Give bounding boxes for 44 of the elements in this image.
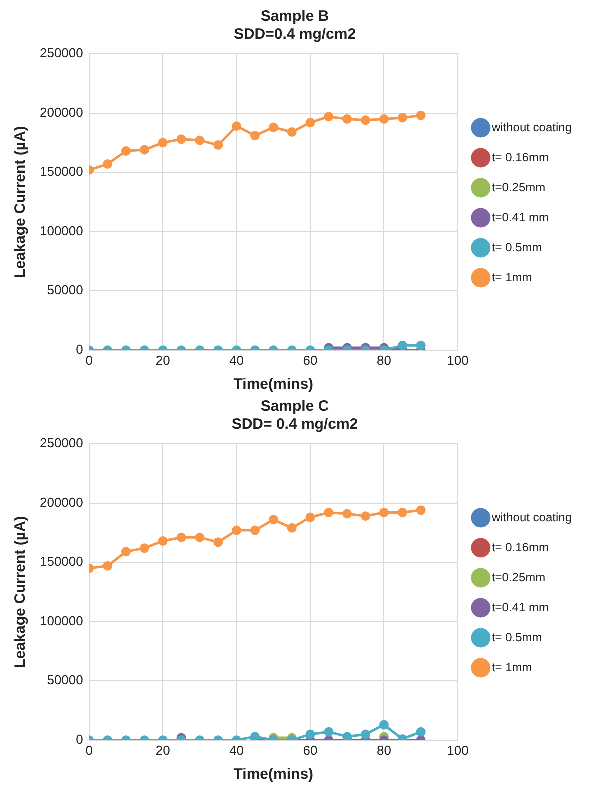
y-tick-label: 150000 bbox=[40, 164, 84, 180]
x-tick-label: 0 bbox=[86, 352, 93, 368]
x-tick-label: 0 bbox=[86, 742, 93, 758]
x-tick-label: 20 bbox=[156, 742, 170, 758]
x-tick-label: 40 bbox=[230, 352, 244, 368]
x-tick-label: 80 bbox=[377, 742, 392, 758]
y-tick-label: 150000 bbox=[40, 554, 84, 570]
legend-label: without coating bbox=[490, 120, 572, 134]
x-tick-label: 100 bbox=[447, 352, 469, 368]
chart-subtitle: SDD=0.4 mg/cm2 bbox=[234, 26, 356, 44]
legend-label: t=0.41 mm bbox=[492, 210, 549, 224]
legend-label: t= 1mm bbox=[492, 660, 532, 674]
x-tick-label: 40 bbox=[230, 742, 244, 758]
y-tick-label: 50000 bbox=[47, 672, 84, 688]
x-tick-label: 60 bbox=[303, 742, 318, 758]
y-tick-label: 100000 bbox=[40, 613, 84, 628]
x-axis-title: Time(mins) bbox=[234, 766, 314, 784]
y-tick-label: 50000 bbox=[47, 282, 84, 298]
legend-label: t= 1mm bbox=[492, 270, 532, 284]
legend-label: t=0.25mm bbox=[492, 570, 546, 584]
y-axis-title: Leakage Current (µA) bbox=[12, 516, 30, 668]
chart-title: Sample B bbox=[260, 8, 330, 26]
y-axis-title: Leakage Current (µA) bbox=[12, 126, 30, 278]
x-tick-label: 100 bbox=[447, 742, 469, 758]
y-tick-label: 200000 bbox=[40, 104, 84, 120]
y-tick-label: 250000 bbox=[40, 46, 84, 61]
chart-title: Sample C bbox=[260, 398, 330, 416]
legend-label: t= 0.5mm bbox=[492, 240, 542, 254]
legend-label: t= 0.5mm bbox=[492, 630, 542, 644]
legend-label: t= 0.16mm bbox=[492, 150, 549, 164]
x-tick-label: 20 bbox=[156, 352, 170, 368]
y-tick-label: 100000 bbox=[40, 223, 84, 238]
y-tick-label: 250000 bbox=[40, 436, 84, 451]
x-tick-label: 60 bbox=[303, 352, 318, 368]
y-tick-label: 0 bbox=[76, 342, 84, 357]
x-tick-label: 80 bbox=[377, 352, 392, 368]
chart-subtitle: SDD= 0.4 mg/cm2 bbox=[232, 416, 358, 434]
legend-label: without coating bbox=[490, 510, 572, 524]
x-axis-title: Time(mins) bbox=[234, 376, 314, 394]
y-tick-label: 200000 bbox=[40, 494, 84, 510]
legend-label: t=0.41 mm bbox=[492, 600, 549, 614]
legend-label: t=0.25mm bbox=[492, 180, 546, 194]
y-tick-label: 0 bbox=[76, 732, 84, 747]
legend-label: t= 0.16mm bbox=[492, 540, 549, 554]
